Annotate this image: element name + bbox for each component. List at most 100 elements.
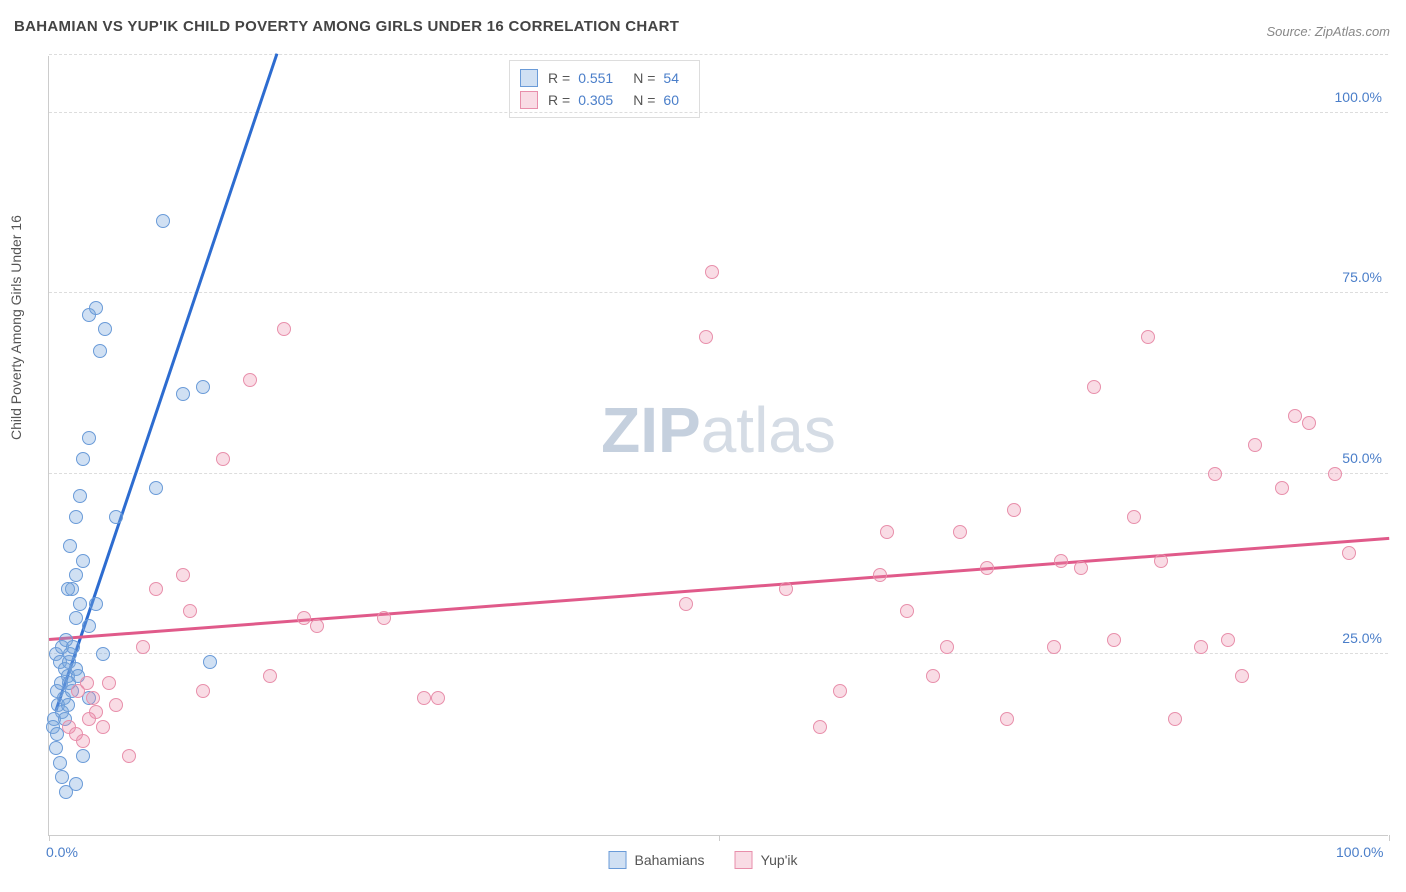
data-point — [86, 691, 100, 705]
gridline — [49, 54, 1388, 55]
data-point — [310, 619, 324, 633]
data-point — [203, 655, 217, 669]
data-point — [779, 582, 793, 596]
data-point — [263, 669, 277, 683]
n-label: N = — [633, 70, 655, 86]
r-label: R = — [548, 92, 570, 108]
data-point — [69, 611, 83, 625]
data-point — [122, 749, 136, 763]
data-point — [873, 568, 887, 582]
data-point — [940, 640, 954, 654]
data-point — [1047, 640, 1061, 654]
watermark-bold: ZIP — [601, 394, 701, 466]
data-point — [149, 481, 163, 495]
data-point — [102, 676, 116, 690]
data-point — [1288, 409, 1302, 423]
data-point — [705, 265, 719, 279]
legend-swatch — [520, 91, 538, 109]
data-point — [109, 510, 123, 524]
data-point — [109, 698, 123, 712]
data-point — [69, 568, 83, 582]
data-point — [1141, 330, 1155, 344]
data-point — [1302, 416, 1316, 430]
series-legend: Bahamians Yup'ik — [609, 842, 798, 878]
data-point — [89, 705, 103, 719]
gridline — [49, 653, 1388, 654]
data-point — [53, 756, 67, 770]
data-point — [63, 539, 77, 553]
x-tick — [49, 835, 50, 841]
chart-title: BAHAMIAN VS YUP'IK CHILD POVERTY AMONG G… — [14, 18, 679, 35]
data-point — [926, 669, 940, 683]
data-point — [1107, 633, 1121, 647]
data-point — [136, 640, 150, 654]
data-point — [1208, 467, 1222, 481]
data-point — [98, 322, 112, 336]
correlation-legend: R =0.551N =54R =0.305N =60 — [509, 60, 700, 118]
data-point — [1054, 554, 1068, 568]
correlation-legend-row: R =0.305N =60 — [520, 89, 689, 111]
data-point — [76, 452, 90, 466]
plot-area: ZIPatlas R =0.551N =54R =0.305N =60 25.0… — [48, 56, 1388, 836]
data-point — [96, 647, 110, 661]
legend-swatch — [735, 851, 753, 869]
gridline — [49, 292, 1388, 293]
trend-line — [49, 536, 1389, 640]
data-point — [1007, 503, 1021, 517]
data-point — [1221, 633, 1235, 647]
data-point — [196, 684, 210, 698]
data-point — [69, 777, 83, 791]
legend-item: Yup'ik — [735, 851, 798, 869]
data-point — [833, 684, 847, 698]
y-tick-label: 50.0% — [1342, 450, 1382, 466]
data-point — [1235, 669, 1249, 683]
data-point — [1194, 640, 1208, 654]
data-point — [699, 330, 713, 344]
data-point — [813, 720, 827, 734]
data-point — [980, 561, 994, 575]
data-point — [1168, 712, 1182, 726]
data-point — [679, 597, 693, 611]
r-value: 0.551 — [578, 70, 613, 86]
data-point — [1074, 561, 1088, 575]
data-point — [82, 619, 96, 633]
data-point — [156, 214, 170, 228]
data-point — [1087, 380, 1101, 394]
data-point — [216, 452, 230, 466]
gridline — [49, 112, 1388, 113]
x-tick — [719, 835, 720, 841]
data-point — [953, 525, 967, 539]
data-point — [277, 322, 291, 336]
data-point — [243, 373, 257, 387]
r-value: 0.305 — [578, 92, 613, 108]
data-point — [417, 691, 431, 705]
data-point — [76, 734, 90, 748]
data-point — [1248, 438, 1262, 452]
data-point — [76, 554, 90, 568]
legend-label: Bahamians — [635, 852, 705, 868]
data-point — [49, 741, 63, 755]
legend-label: Yup'ik — [761, 852, 798, 868]
data-point — [76, 749, 90, 763]
n-value: 54 — [663, 70, 679, 86]
data-point — [93, 344, 107, 358]
data-point — [1342, 546, 1356, 560]
x-tick-label: 100.0% — [1336, 844, 1383, 860]
data-point — [89, 597, 103, 611]
data-point — [96, 720, 110, 734]
n-label: N = — [633, 92, 655, 108]
legend-swatch — [520, 69, 538, 87]
data-point — [82, 431, 96, 445]
y-axis-label: Child Poverty Among Girls Under 16 — [8, 215, 24, 440]
data-point — [297, 611, 311, 625]
data-point — [431, 691, 445, 705]
data-point — [1328, 467, 1342, 481]
data-point — [69, 510, 83, 524]
data-point — [73, 489, 87, 503]
data-point — [61, 582, 75, 596]
x-tick-label: 0.0% — [46, 844, 78, 860]
data-point — [1275, 481, 1289, 495]
x-tick — [1389, 835, 1390, 841]
data-point — [80, 676, 94, 690]
legend-swatch — [609, 851, 627, 869]
